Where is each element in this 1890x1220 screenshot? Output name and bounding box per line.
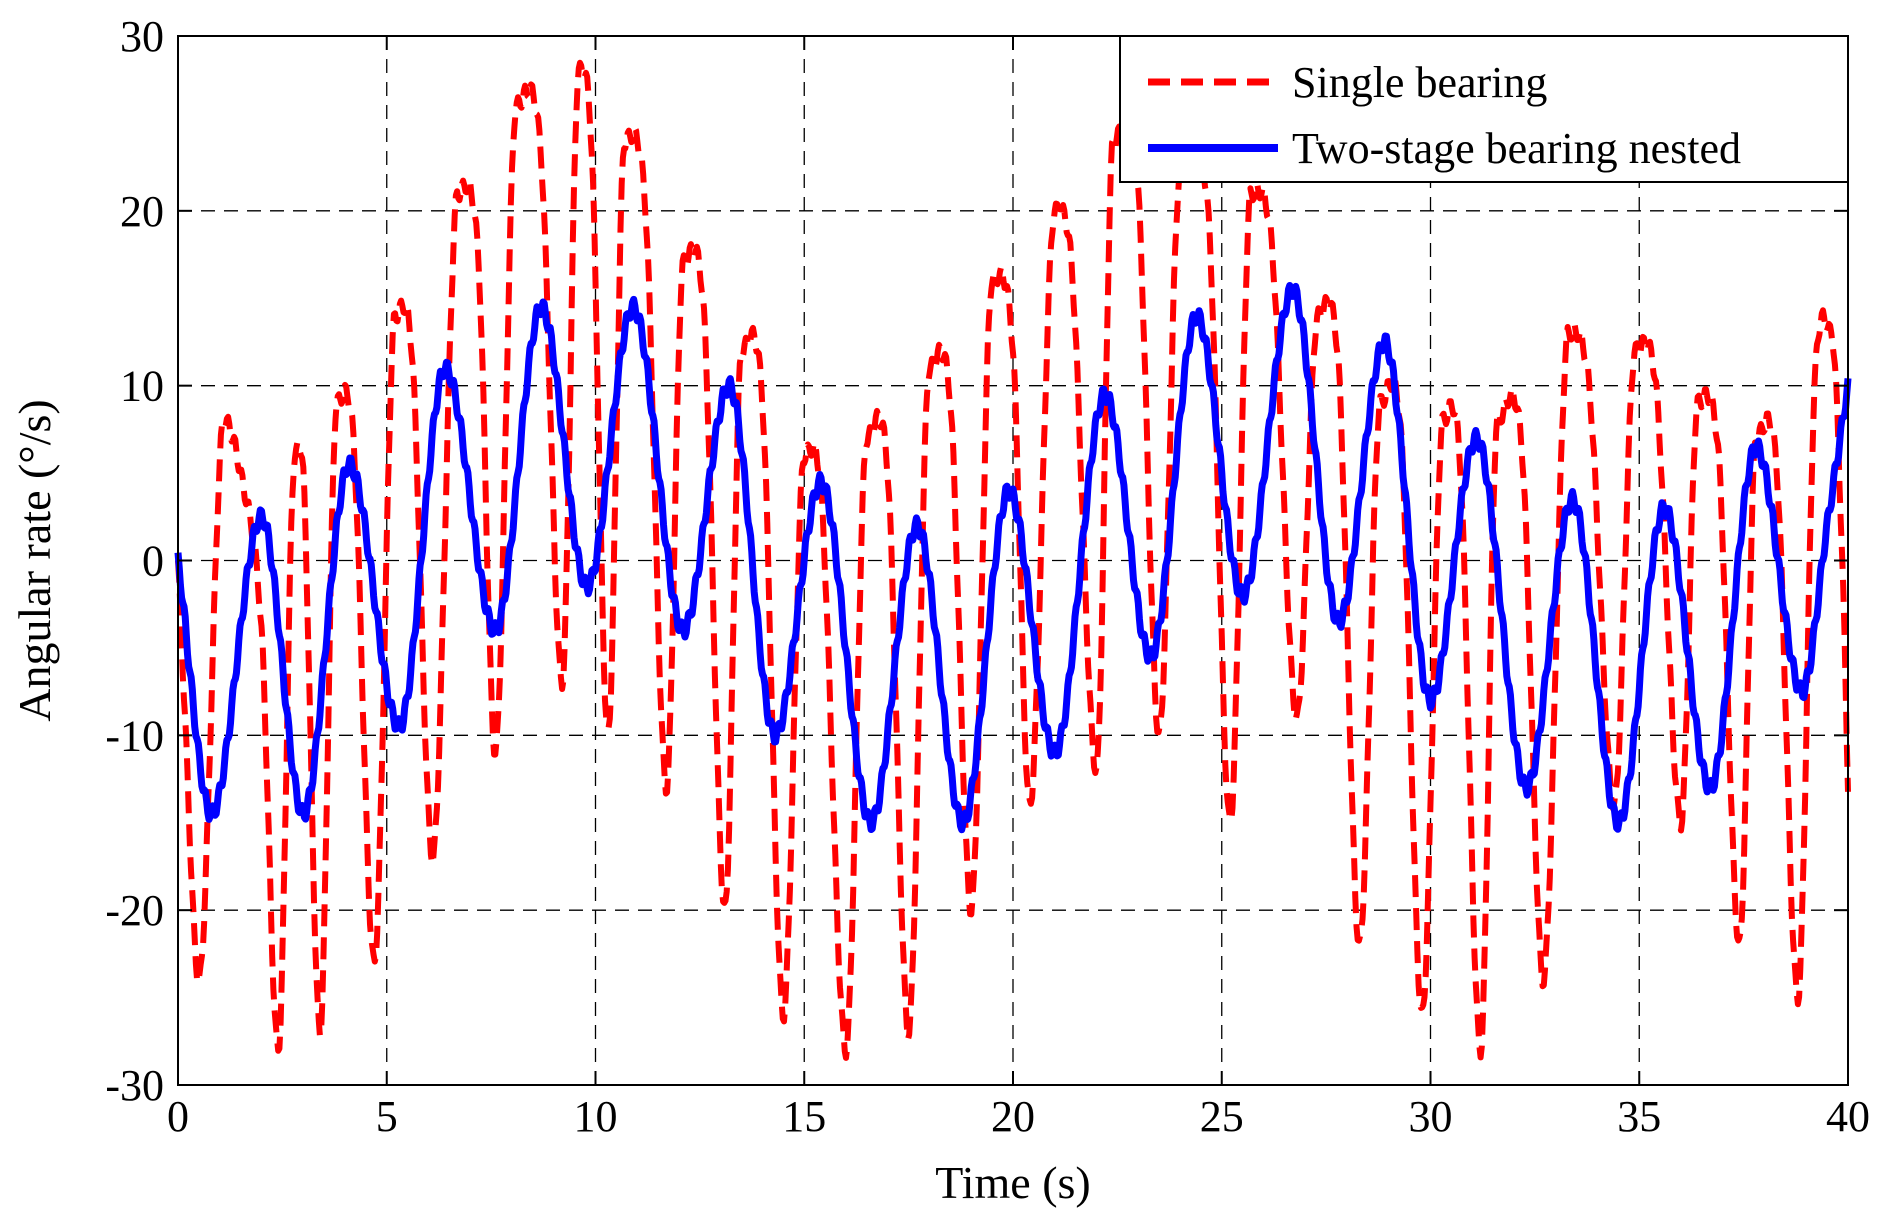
x-tick-label: 15 <box>782 1092 826 1141</box>
y-tick-label: -10 <box>105 711 164 760</box>
y-tick-label: 30 <box>120 12 164 61</box>
x-tick-label: 10 <box>574 1092 618 1141</box>
legend: Single bearing Two-stage bearing nested <box>1119 35 1849 183</box>
y-tick-label: -20 <box>105 886 164 935</box>
y-tick-label: -30 <box>105 1061 164 1110</box>
x-tick-label: 0 <box>167 1092 189 1141</box>
x-tick-label: 30 <box>1409 1092 1453 1141</box>
series-line-two-stage-bearing-nested <box>174 282 1852 834</box>
y-tick-label: 20 <box>120 187 164 236</box>
series-layer <box>174 59 1852 1061</box>
ticks: 0 5 10 15 20 25 30 35 40 -30 -20 -10 0 10 20 30 <box>105 12 1870 1141</box>
x-tick-label: 35 <box>1617 1092 1661 1141</box>
x-tick-label: 20 <box>991 1092 1035 1141</box>
y-tick-label: 0 <box>142 537 164 586</box>
x-tick-label: 25 <box>1200 1092 1244 1141</box>
x-axis-label: Time (s) <box>935 1157 1091 1208</box>
x-tick-label: 40 <box>1826 1092 1870 1141</box>
x-tick-label: 5 <box>376 1092 398 1141</box>
y-tick-label: 10 <box>120 362 164 411</box>
legend-box <box>1119 35 1849 183</box>
legend-label-two-stage-bearing-nested: Two-stage bearing nested <box>1292 124 1741 173</box>
legend-label-single-bearing: Single bearing <box>1292 58 1547 107</box>
y-axis-label: Angular rate (°/s) <box>9 399 60 721</box>
series-line-single-bearing <box>175 59 1851 1061</box>
